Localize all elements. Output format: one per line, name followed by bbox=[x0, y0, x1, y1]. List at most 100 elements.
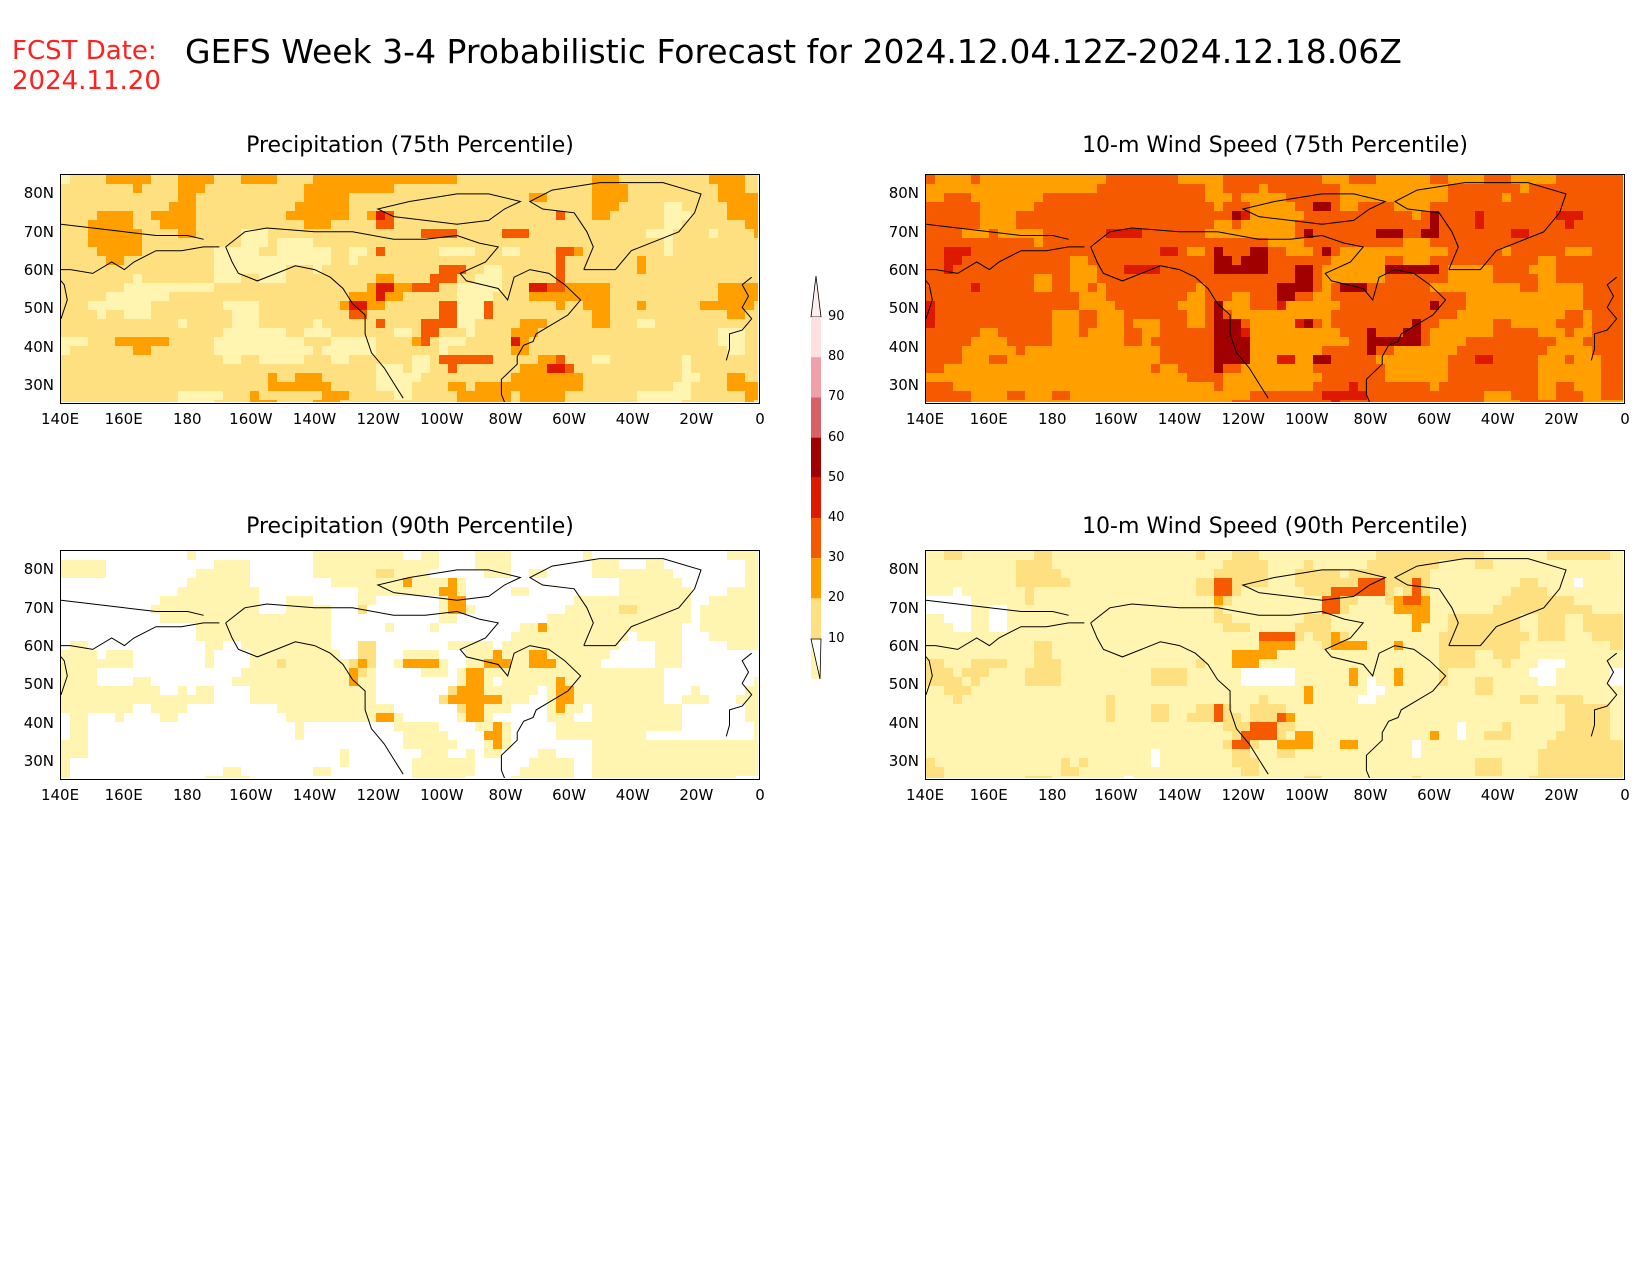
field-cell bbox=[475, 355, 485, 365]
field-cell bbox=[1367, 202, 1377, 212]
field-cell bbox=[1421, 256, 1431, 266]
field-cell bbox=[529, 355, 539, 365]
field-cell bbox=[1430, 238, 1440, 248]
field-cell bbox=[1223, 310, 1233, 320]
field-cell bbox=[691, 175, 701, 185]
field-cell bbox=[511, 256, 521, 266]
field-cell bbox=[1421, 301, 1431, 311]
field-cell bbox=[268, 650, 278, 660]
field-cell bbox=[385, 569, 395, 579]
field-cell bbox=[124, 337, 134, 347]
field-cell bbox=[700, 632, 710, 642]
field-cell bbox=[727, 578, 737, 588]
field-cell bbox=[1322, 346, 1332, 356]
field-cell bbox=[322, 623, 332, 633]
field-cell bbox=[475, 310, 485, 320]
field-cell bbox=[457, 400, 467, 402]
field-cell bbox=[1394, 175, 1404, 185]
field-cell bbox=[520, 623, 530, 633]
field-cell bbox=[673, 355, 683, 365]
field-cell bbox=[178, 310, 188, 320]
field-cell bbox=[628, 211, 638, 221]
field-cell bbox=[151, 193, 161, 203]
field-cell bbox=[1412, 292, 1422, 302]
field-cell bbox=[457, 632, 467, 642]
field-cell bbox=[520, 641, 530, 651]
field-cell bbox=[754, 382, 758, 392]
field-cell bbox=[944, 319, 954, 329]
field-cell bbox=[619, 632, 629, 642]
field-cell bbox=[232, 283, 242, 293]
field-cell bbox=[223, 319, 233, 329]
field-cell bbox=[1520, 346, 1530, 356]
field-cell bbox=[935, 391, 945, 401]
field-cell bbox=[1592, 310, 1602, 320]
field-cell bbox=[88, 587, 98, 597]
field-cell bbox=[61, 193, 71, 203]
field-cell bbox=[304, 382, 314, 392]
field-cell bbox=[592, 391, 602, 401]
field-cell bbox=[1574, 319, 1584, 329]
field-cell bbox=[709, 274, 719, 284]
field-cell bbox=[268, 256, 278, 266]
field-cell bbox=[574, 256, 584, 266]
field-cell bbox=[295, 274, 305, 284]
field-cell bbox=[1403, 256, 1413, 266]
field-cell bbox=[1385, 319, 1395, 329]
field-cell bbox=[1016, 256, 1026, 266]
field-cell bbox=[682, 238, 692, 248]
field-cell bbox=[601, 292, 611, 302]
field-cell bbox=[944, 274, 954, 284]
field-cell bbox=[304, 184, 314, 194]
field-cell bbox=[520, 337, 530, 347]
field-cell bbox=[412, 274, 422, 284]
field-cell bbox=[178, 355, 188, 365]
field-cell bbox=[232, 382, 242, 392]
field-cell bbox=[1601, 328, 1611, 338]
field-cell bbox=[1070, 265, 1080, 275]
field-cell bbox=[466, 364, 476, 374]
field-cell bbox=[745, 220, 755, 230]
field-cell bbox=[1313, 346, 1323, 356]
field-cell bbox=[574, 632, 584, 642]
field-cell bbox=[673, 292, 683, 302]
field-cell bbox=[926, 310, 936, 320]
field-cell bbox=[475, 193, 485, 203]
field-cell bbox=[691, 310, 701, 320]
field-cell bbox=[1385, 202, 1395, 212]
field-cell bbox=[1313, 355, 1323, 365]
field-cell bbox=[448, 175, 458, 185]
field-cell bbox=[601, 605, 611, 615]
field-cell bbox=[466, 247, 476, 257]
field-cell bbox=[295, 632, 305, 642]
field-cell bbox=[664, 587, 674, 597]
field-cell bbox=[412, 614, 422, 624]
field-cell bbox=[1502, 256, 1512, 266]
field-cell bbox=[439, 193, 449, 203]
field-cell bbox=[223, 364, 233, 374]
field-cell bbox=[322, 632, 332, 642]
field-cell bbox=[971, 247, 981, 257]
field-cell bbox=[169, 346, 179, 356]
field-cell bbox=[439, 650, 449, 660]
field-cell bbox=[989, 229, 999, 239]
field-cell bbox=[1493, 274, 1503, 284]
field-cell bbox=[277, 578, 287, 588]
field-cell bbox=[1421, 310, 1431, 320]
field-cell bbox=[1349, 211, 1359, 221]
field-cell bbox=[1214, 319, 1224, 329]
field-cell bbox=[385, 238, 395, 248]
field-cell bbox=[250, 310, 260, 320]
field-cell bbox=[664, 265, 674, 275]
field-cell bbox=[538, 319, 548, 329]
field-cell bbox=[439, 202, 449, 212]
field-cell bbox=[1385, 184, 1395, 194]
field-cell bbox=[385, 614, 395, 624]
field-cell bbox=[718, 623, 728, 633]
field-cell bbox=[1349, 238, 1359, 248]
field-cell bbox=[691, 265, 701, 275]
field-cell bbox=[115, 605, 125, 615]
field-cell bbox=[457, 346, 467, 356]
field-cell bbox=[565, 346, 575, 356]
field-cell bbox=[1241, 319, 1251, 329]
